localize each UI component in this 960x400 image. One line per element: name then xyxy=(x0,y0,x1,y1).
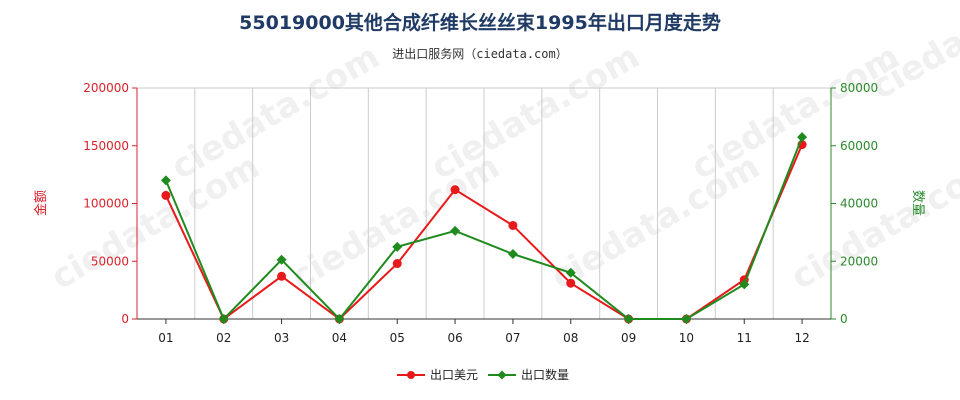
series-1-point xyxy=(277,271,287,281)
x-tick-label: 10 xyxy=(679,331,694,345)
series-1-point xyxy=(392,259,402,269)
legend-label: 出口数量 xyxy=(521,367,569,382)
series-2-point xyxy=(160,175,171,186)
legend-marker-diamond xyxy=(497,370,507,380)
series-1-point xyxy=(566,278,576,288)
series-2-point xyxy=(681,314,692,324)
right-axis-title: 数量 xyxy=(910,190,925,216)
series-2-point xyxy=(218,314,229,324)
x-tick-label: 05 xyxy=(390,331,405,345)
x-tick-label: 12 xyxy=(794,331,809,345)
right-tick-label: 20000 xyxy=(840,254,878,268)
series-2-point xyxy=(392,241,403,252)
series-line-2 xyxy=(164,136,804,321)
series-2-point xyxy=(276,254,287,265)
series-2-point xyxy=(507,249,518,260)
chart-title: 55019000其他合成纤维长丝丝束1995年出口月度走势 xyxy=(239,12,721,34)
watermark-text: ciedata.com xyxy=(685,37,907,188)
series-2-point xyxy=(739,279,750,290)
right-tick-label: 40000 xyxy=(840,197,878,211)
chart-subtitle: 进出口服务网（ciedata.com） xyxy=(392,47,568,61)
series-2-point xyxy=(334,314,345,324)
legend-marker-circle xyxy=(407,371,415,379)
series-2-point xyxy=(565,267,576,278)
left-tick-label: 0 xyxy=(121,312,129,326)
x-tick-label: 01 xyxy=(158,331,173,345)
watermark-text: ciedata.com xyxy=(425,37,647,188)
left-tick-label: 200000 xyxy=(83,81,129,95)
series-layer xyxy=(160,132,808,324)
series-1-point xyxy=(508,220,518,230)
right-tick-label: 0 xyxy=(840,312,848,326)
legend-label: 出口美元 xyxy=(430,368,478,382)
watermark-text: ciedata.com xyxy=(165,37,387,188)
right-tick-label: 80000 xyxy=(840,81,878,95)
x-tick-label: 04 xyxy=(332,331,347,345)
left-tick-label: 100000 xyxy=(83,197,129,211)
x-tick-label: 11 xyxy=(737,331,752,345)
x-tick-label: 03 xyxy=(274,331,289,345)
watermark-layer: ciedata.com ciedata.com ciedata.com ciedata… xyxy=(45,0,960,298)
x-tick-label: 08 xyxy=(563,331,578,345)
series-1-point xyxy=(450,185,460,195)
x-tick-label: 02 xyxy=(216,331,231,345)
watermark-text: ciedata.com xyxy=(45,147,267,298)
tick-labels: 0 50000 100000 150000 200000 0 20000 40000 60000… xyxy=(33,81,925,345)
series-2-point xyxy=(797,132,808,143)
left-tick-label: 50000 xyxy=(91,254,129,268)
series-2-point xyxy=(450,225,461,236)
series-2-point xyxy=(623,314,634,324)
legend: 出口美元 出口数量 xyxy=(397,367,569,382)
x-tick-label: 06 xyxy=(447,331,462,345)
right-tick-label: 60000 xyxy=(840,139,878,153)
left-tick-label: 150000 xyxy=(83,139,129,153)
left-axis-title: 金额 xyxy=(33,190,49,216)
series-1-point xyxy=(161,190,171,200)
x-tick-label: 09 xyxy=(621,331,636,345)
x-tick-label: 07 xyxy=(505,331,520,345)
watermark-text: ciedata.com xyxy=(785,147,960,298)
